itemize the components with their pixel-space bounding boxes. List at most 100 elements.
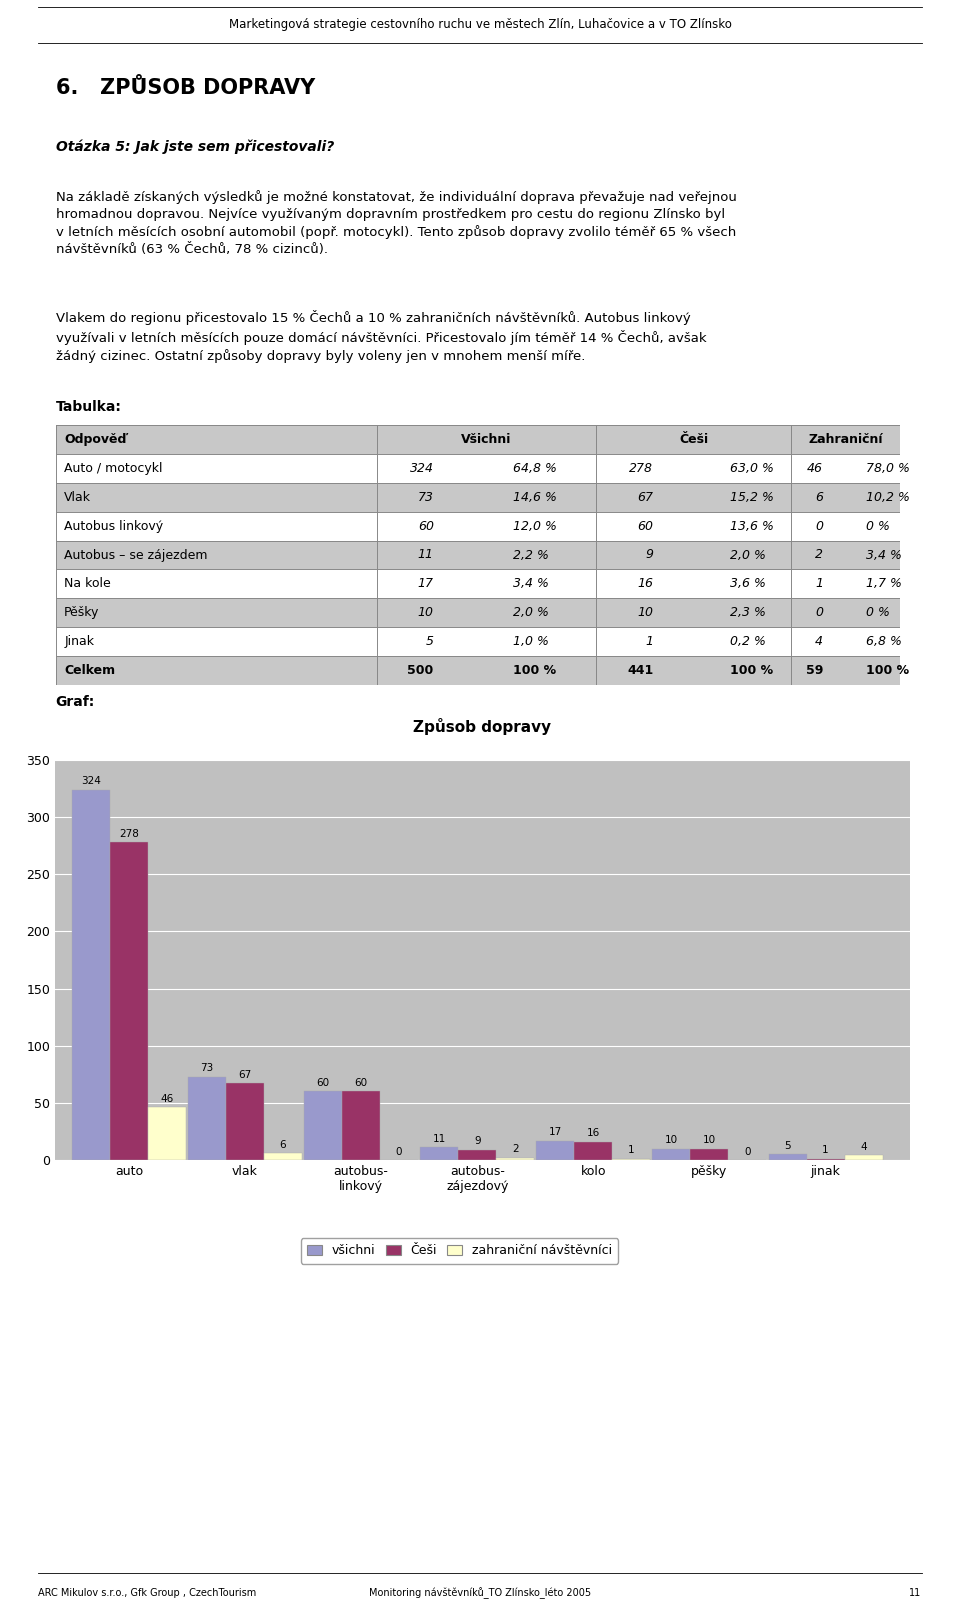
Bar xyxy=(769,1154,806,1160)
Text: 6,8 %: 6,8 % xyxy=(866,635,902,648)
Bar xyxy=(496,1157,534,1160)
Text: 1,7 %: 1,7 % xyxy=(866,577,902,590)
Text: 15,2 %: 15,2 % xyxy=(730,490,774,503)
Bar xyxy=(342,1091,380,1160)
Bar xyxy=(56,424,900,453)
Text: Monitoring návštěvníků_TO Zlínsko_léto 2005: Monitoring návštěvníků_TO Zlínsko_léto 2… xyxy=(369,1588,591,1599)
Text: Vlakem do regionu přicestovalo 15 % Čechů a 10 % zahraničních návštěvníků. Autob: Vlakem do regionu přicestovalo 15 % Čech… xyxy=(56,310,707,363)
Legend: všichni, Češi, zahraniční návštěvníci: všichni, Češi, zahraniční návštěvníci xyxy=(300,1239,618,1263)
Text: 278: 278 xyxy=(119,829,139,839)
Text: 10: 10 xyxy=(665,1135,678,1146)
Text: 100 %: 100 % xyxy=(730,664,773,677)
Bar xyxy=(72,789,109,1160)
Text: Vlak: Vlak xyxy=(64,490,91,503)
Bar xyxy=(188,1077,226,1160)
Text: Graf:: Graf: xyxy=(56,694,95,709)
Text: Na kole: Na kole xyxy=(64,577,110,590)
Text: 10: 10 xyxy=(703,1135,716,1146)
Bar xyxy=(537,1141,574,1160)
Bar xyxy=(148,1107,186,1160)
Text: 100 %: 100 % xyxy=(513,664,556,677)
Text: Marketingová strategie cestovního ruchu ve městech Zlín, Luhačovice a v TO Zlíns: Marketingová strategie cestovního ruchu … xyxy=(228,18,732,32)
Text: 441: 441 xyxy=(627,664,654,677)
Text: 67: 67 xyxy=(637,490,654,503)
Text: Autobus – se zájezdem: Autobus – se zájezdem xyxy=(64,548,207,561)
Text: 16: 16 xyxy=(637,577,654,590)
Text: 2,3 %: 2,3 % xyxy=(730,606,766,619)
Text: 10,2 %: 10,2 % xyxy=(866,490,910,503)
Text: 278: 278 xyxy=(630,461,654,474)
Text: Otázka 5: Jak jste sem přicestovali?: Otázka 5: Jak jste sem přicestovali? xyxy=(56,140,334,154)
Title: Způsob dopravy: Způsob dopravy xyxy=(414,718,552,736)
Text: 17: 17 xyxy=(549,1127,562,1138)
Bar xyxy=(56,627,900,656)
Text: 13,6 %: 13,6 % xyxy=(730,519,774,532)
Text: 9: 9 xyxy=(474,1136,481,1146)
Text: Češi: Češi xyxy=(679,432,708,447)
Bar xyxy=(56,453,900,482)
Text: Všichni: Všichni xyxy=(462,432,512,447)
Bar xyxy=(56,656,900,685)
Bar xyxy=(109,842,148,1160)
Text: 14,6 %: 14,6 % xyxy=(513,490,557,503)
Text: 6.   ZPŮSOB DOPRAVY: 6. ZPŮSOB DOPRAVY xyxy=(56,79,315,98)
Text: 500: 500 xyxy=(407,664,434,677)
Text: 11: 11 xyxy=(418,548,434,561)
Text: 9: 9 xyxy=(645,548,654,561)
Bar xyxy=(264,1154,302,1160)
Text: 2: 2 xyxy=(512,1144,518,1154)
Text: 59: 59 xyxy=(805,664,823,677)
Bar xyxy=(56,569,900,598)
Text: 2,0 %: 2,0 % xyxy=(730,548,766,561)
Text: 16: 16 xyxy=(587,1128,600,1138)
Text: Autobus linkový: Autobus linkový xyxy=(64,519,163,532)
Text: 60: 60 xyxy=(354,1078,368,1088)
Text: 6: 6 xyxy=(815,490,823,503)
Text: 2,0 %: 2,0 % xyxy=(513,606,548,619)
Text: 64,8 %: 64,8 % xyxy=(513,461,557,474)
Text: 1: 1 xyxy=(628,1146,635,1155)
Text: 67: 67 xyxy=(238,1070,252,1080)
Text: 0: 0 xyxy=(815,519,823,532)
Text: 1,0 %: 1,0 % xyxy=(513,635,548,648)
Text: 2,2 %: 2,2 % xyxy=(513,548,548,561)
Text: 10: 10 xyxy=(637,606,654,619)
Text: 78,0 %: 78,0 % xyxy=(866,461,910,474)
Text: 5: 5 xyxy=(784,1141,791,1151)
Text: 1: 1 xyxy=(823,1146,828,1155)
Text: 5: 5 xyxy=(425,635,434,648)
Text: 0: 0 xyxy=(815,606,823,619)
Text: Odpověď: Odpověď xyxy=(64,432,127,447)
Bar xyxy=(56,598,900,627)
Text: 1: 1 xyxy=(645,635,654,648)
Text: Tabulka:: Tabulka: xyxy=(56,400,122,415)
Text: 10: 10 xyxy=(418,606,434,619)
Text: 3,4 %: 3,4 % xyxy=(866,548,902,561)
Text: ARC Mikulov s.r.o., Gfk Group , CzechTourism: ARC Mikulov s.r.o., Gfk Group , CzechTou… xyxy=(38,1588,256,1597)
Text: 12,0 %: 12,0 % xyxy=(513,519,557,532)
Text: Jinak: Jinak xyxy=(64,635,94,648)
Bar xyxy=(56,540,900,569)
Bar xyxy=(56,482,900,511)
Text: 324: 324 xyxy=(81,776,101,786)
Text: 0: 0 xyxy=(744,1146,751,1157)
Text: 46: 46 xyxy=(160,1094,174,1104)
Text: 3,4 %: 3,4 % xyxy=(513,577,548,590)
Bar xyxy=(653,1149,690,1160)
Bar xyxy=(226,1083,264,1160)
Text: 324: 324 xyxy=(410,461,434,474)
Text: 4: 4 xyxy=(860,1143,867,1152)
Bar xyxy=(420,1147,458,1160)
Text: 0 %: 0 % xyxy=(866,606,890,619)
Text: 100 %: 100 % xyxy=(866,664,909,677)
Text: 60: 60 xyxy=(418,519,434,532)
Bar xyxy=(56,511,900,540)
Text: 11: 11 xyxy=(433,1135,445,1144)
Bar xyxy=(690,1149,729,1160)
Text: 4: 4 xyxy=(815,635,823,648)
Text: 60: 60 xyxy=(637,519,654,532)
Text: Auto / motocykl: Auto / motocykl xyxy=(64,461,162,474)
Text: 0: 0 xyxy=(396,1146,402,1157)
Text: Na základě získaných výsledků je možné konstatovat, že individuální doprava přev: Na základě získaných výsledků je možné k… xyxy=(56,190,736,257)
Text: 60: 60 xyxy=(317,1078,329,1088)
